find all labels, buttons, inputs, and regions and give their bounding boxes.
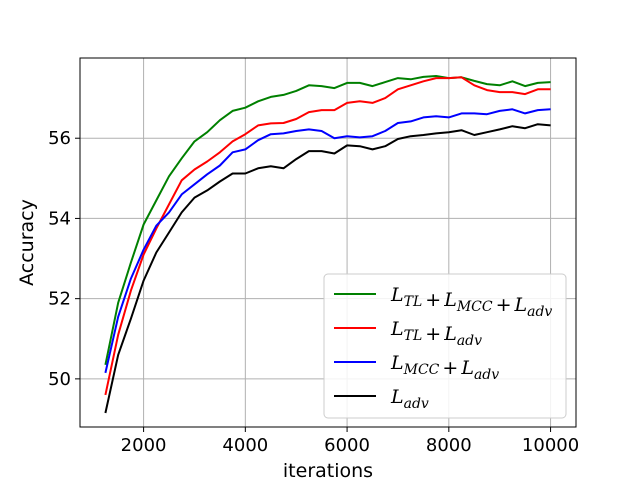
plot-frame	[79, 57, 577, 428]
x-tick-label: 4000	[222, 435, 268, 456]
series-line-2	[104, 76, 551, 396]
legend-label: Ladv	[390, 386, 429, 412]
x-axis-label: iterations	[283, 460, 373, 480]
y-tick-label: 56	[48, 128, 71, 149]
series-lines	[104, 75, 551, 414]
x-tick-label: 6000	[324, 435, 370, 456]
y-tick-label: 50	[48, 369, 71, 390]
legend-label: LMCC + Ladv	[390, 352, 499, 383]
legend-label: LTL + LMCC + Ladv	[390, 284, 552, 320]
x-tick-label: 10000	[522, 435, 579, 456]
y-tick-label: 52	[48, 289, 71, 310]
series-line-1	[104, 75, 551, 366]
x-tick-label: 8000	[426, 435, 472, 456]
y-tick-label: 54	[48, 208, 71, 229]
x-tick-label: 2000	[121, 435, 167, 456]
legend-label: LTL + Ladv	[390, 318, 482, 349]
y-axis-label: Accuracy	[16, 199, 38, 286]
series-line-3	[104, 108, 551, 374]
axis-ticks: 2000 4000 6000 8000 10000 50 52 54 56	[48, 128, 579, 456]
series-line-4	[104, 123, 551, 414]
legend-box	[323, 273, 567, 419]
